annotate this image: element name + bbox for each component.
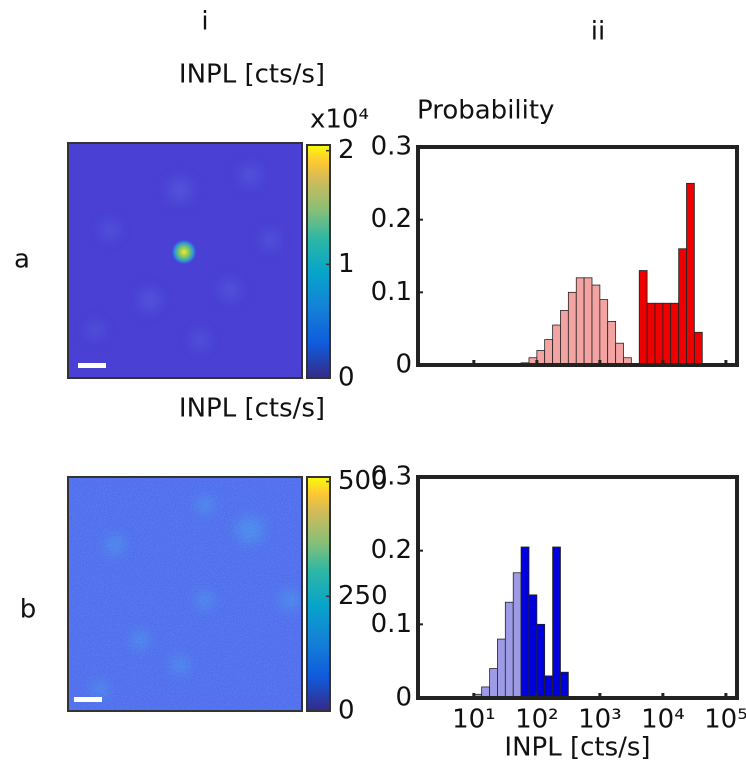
image-a — [68, 143, 302, 378]
histogram-bar — [607, 320, 617, 366]
y-tick-label: 0.1 — [371, 277, 412, 307]
histogram-bar — [536, 623, 546, 699]
histogram-bar — [560, 671, 569, 699]
colorbar-tick-label: 250 — [338, 581, 388, 611]
histogram-bar — [567, 291, 577, 366]
histogram-bar — [591, 284, 601, 366]
histogram-bar — [646, 302, 656, 366]
histogram-bar — [520, 546, 530, 699]
x-tick-label: 10² — [515, 705, 559, 735]
histogram-bar — [497, 638, 506, 699]
histogram-bar — [615, 342, 624, 366]
histogram-bar — [560, 310, 569, 366]
plot-frame — [416, 475, 739, 700]
histogram-bar — [599, 299, 609, 366]
histogram-bar — [678, 248, 687, 366]
histogram-bar — [662, 302, 672, 366]
histogram-bar — [544, 339, 554, 366]
histogram-bar — [552, 324, 561, 366]
y-tick-label: 0.3 — [371, 132, 412, 162]
y-tick-label: 0 — [395, 350, 412, 380]
colorbar-tick-label: 0 — [338, 363, 355, 393]
x-tick-label: 10¹ — [452, 705, 496, 735]
y-tick-label: 0 — [395, 683, 412, 713]
colorbar-tick-label: 0 — [338, 696, 355, 726]
histogram-bar — [686, 182, 695, 366]
histogram-bar — [552, 546, 561, 699]
plot-frame — [416, 145, 739, 367]
x-tick-label: 10⁴ — [641, 705, 685, 735]
x-tick-label: 10⁵ — [704, 705, 746, 735]
histogram-bar — [489, 668, 498, 699]
y-tick-label: 0.2 — [371, 535, 412, 565]
image-title: INPL [cts/s] — [179, 394, 325, 424]
histogram-bar — [654, 302, 664, 366]
y-tick-label: 0.1 — [371, 609, 412, 639]
y-tick-label: 0.3 — [371, 462, 412, 492]
histogram-bar — [575, 277, 585, 366]
x-tick-label: 10³ — [578, 705, 622, 735]
y-axis-label: Probability — [417, 96, 554, 126]
column-label: ii — [591, 17, 605, 47]
image-title: INPL [cts/s] — [179, 60, 325, 90]
y-tick-label: 0.2 — [371, 204, 412, 234]
histogram-bar — [583, 277, 593, 366]
row-label: b — [20, 595, 37, 625]
histogram-bar — [638, 270, 648, 366]
x-axis-label: INPL [cts/s] — [504, 733, 650, 763]
image-b — [68, 477, 302, 711]
row-label: a — [14, 245, 30, 275]
histogram-bar — [528, 594, 538, 699]
colorbar-tick-label: 500 — [338, 466, 388, 496]
histogram-bar — [512, 572, 522, 699]
colorbar-tick-label: 2 — [338, 135, 355, 165]
colorbar-tick-label: 1 — [338, 249, 355, 279]
colorbar-label: x10⁴ — [310, 105, 369, 135]
histogram-bar — [544, 675, 554, 699]
column-label: i — [201, 7, 208, 37]
histogram-bar — [504, 601, 514, 699]
histogram-bar — [693, 331, 703, 366]
histogram-bar — [670, 302, 680, 366]
